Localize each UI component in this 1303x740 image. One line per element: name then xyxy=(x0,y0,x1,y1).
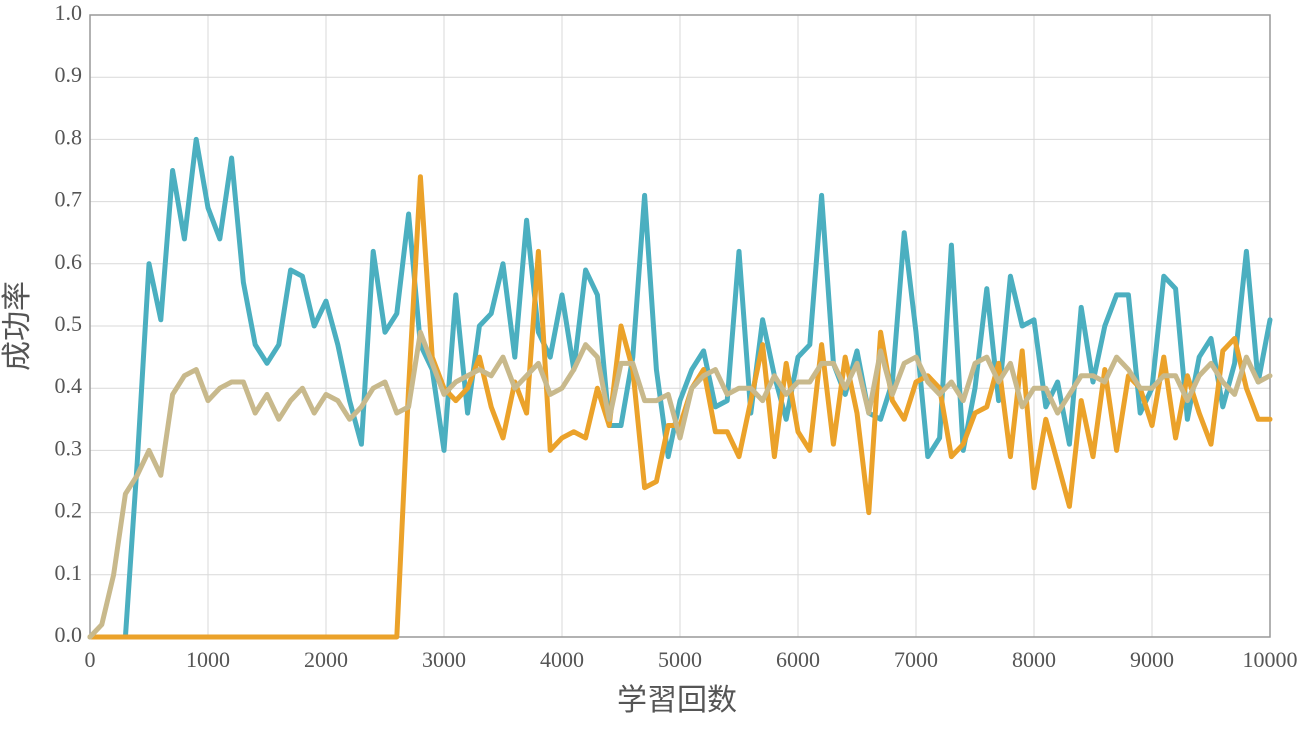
y-tick-label: 0.5 xyxy=(55,311,83,336)
y-tick-label: 0.3 xyxy=(55,435,83,460)
x-tick-label: 0 xyxy=(85,647,96,672)
y-tick-label: 0.0 xyxy=(55,622,83,647)
x-tick-label: 2000 xyxy=(304,647,348,672)
x-tick-label: 8000 xyxy=(1012,647,1056,672)
y-tick-label: 0.6 xyxy=(55,249,83,274)
x-tick-label: 5000 xyxy=(658,647,702,672)
y-tick-label: 0.2 xyxy=(55,498,83,523)
series-line xyxy=(87,174,1273,640)
series-line xyxy=(87,136,1273,640)
x-tick-label: 6000 xyxy=(776,647,820,672)
y-axis-title: 成功率 xyxy=(1,281,34,371)
x-tick-label: 7000 xyxy=(894,647,938,672)
x-tick-label: 3000 xyxy=(422,647,466,672)
x-axis-title: 学習回数 xyxy=(617,684,737,717)
x-tick-label: 4000 xyxy=(540,647,584,672)
y-tick-label: 0.8 xyxy=(55,124,83,149)
x-tick-label: 10000 xyxy=(1243,647,1298,672)
y-tick-label: 0.1 xyxy=(55,560,83,585)
y-tick-label: 0.9 xyxy=(55,62,83,87)
y-tick-label: 0.7 xyxy=(55,187,83,212)
series-line xyxy=(87,329,1273,640)
x-tick-label: 1000 xyxy=(186,647,230,672)
y-tick-label: 0.4 xyxy=(55,373,83,398)
y-tick-label: 1.0 xyxy=(55,0,83,25)
x-tick-label: 9000 xyxy=(1130,647,1174,672)
